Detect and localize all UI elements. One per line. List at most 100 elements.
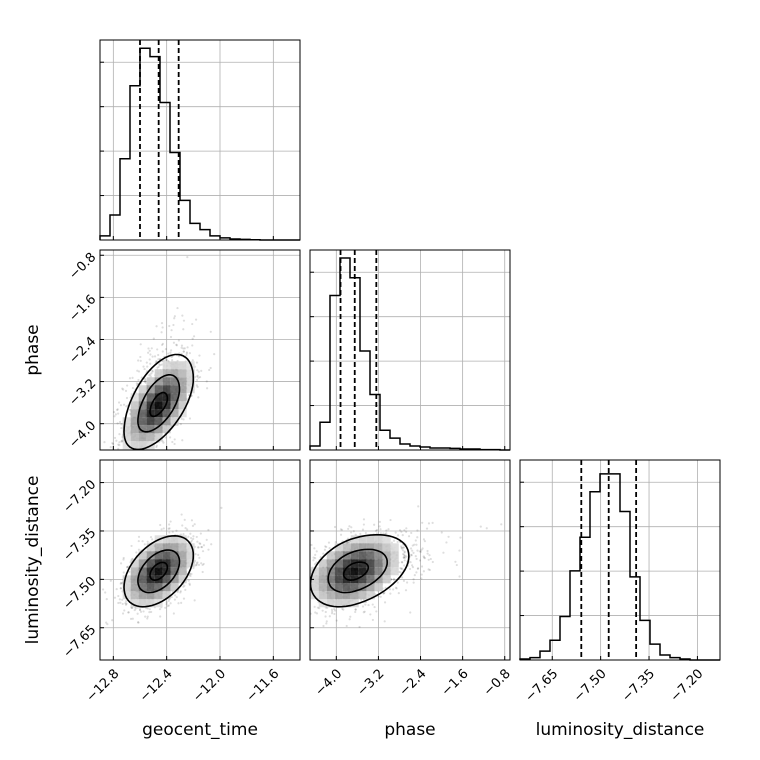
scatter-point (158, 363, 161, 366)
scatter-point (459, 536, 462, 539)
density-cell (350, 591, 359, 600)
scatter-point (197, 553, 200, 556)
scatter-point (412, 551, 415, 554)
scatter-point (189, 536, 193, 540)
density-cell (146, 433, 155, 442)
density-cell (154, 567, 163, 576)
density-cell (138, 401, 147, 410)
density-cell (334, 567, 343, 576)
scatter-point (323, 548, 327, 551)
scatter-point (402, 579, 406, 582)
scatter-point (176, 590, 179, 594)
scatter-point (198, 354, 201, 357)
scatter-point (169, 520, 172, 523)
density-cell (310, 567, 319, 576)
scatter-point (348, 618, 351, 621)
scatter-point (146, 607, 150, 610)
scatter-point (352, 530, 355, 533)
scatter-point (302, 593, 304, 595)
scatter-point (180, 417, 183, 420)
scatter-point (295, 584, 297, 586)
density-cell (154, 369, 163, 378)
scatter-point (296, 598, 298, 600)
density-cell (138, 567, 147, 576)
scatter-point (416, 549, 419, 552)
density-cell (130, 575, 139, 584)
scatter-point (159, 523, 162, 527)
scatter-point (382, 592, 385, 595)
scatter-point (170, 349, 173, 352)
density-cell (138, 583, 147, 592)
scatter-point (144, 379, 147, 382)
scatter-point (416, 536, 419, 539)
scatter-point (378, 520, 381, 523)
scatter-point (274, 617, 276, 619)
density-cell (130, 433, 139, 442)
scatter-point (348, 525, 351, 528)
scatter-point (149, 353, 152, 356)
density-cell (374, 567, 383, 576)
scatter-point (342, 608, 345, 611)
density-cell (358, 591, 367, 600)
scatter-point (153, 355, 157, 358)
scatter-point (138, 454, 140, 456)
scatter-point (415, 543, 418, 546)
scatter-point (420, 565, 424, 568)
scatter-point (152, 337, 155, 340)
scatter-point (127, 470, 129, 472)
y-tick-label: −2.4 (66, 334, 99, 367)
scatter-point (414, 539, 417, 542)
density-cell (162, 417, 171, 426)
scatter-point (371, 603, 374, 606)
scatter-point (440, 531, 443, 534)
density-cell (146, 583, 155, 592)
density-cell (186, 543, 195, 552)
scatter-point (185, 352, 188, 355)
scatter-point (287, 561, 289, 563)
density-cell (154, 433, 163, 442)
scatter-point (144, 451, 146, 453)
scatter-point (120, 423, 123, 426)
density-cell (122, 575, 131, 584)
density-cell (138, 409, 147, 418)
density-cell (130, 599, 139, 608)
scatter-point (190, 519, 194, 522)
scatter-point (428, 554, 431, 557)
scatter-point (182, 418, 185, 421)
scatter-point (407, 535, 411, 538)
scatter-point (377, 595, 380, 598)
scatter-point (196, 378, 199, 382)
x-axis-label: luminosity_distance (536, 720, 705, 740)
density-cell (382, 567, 391, 576)
density-cell (382, 551, 391, 560)
scatter-point (121, 465, 123, 467)
density-cell (326, 559, 335, 568)
density-cell (170, 385, 179, 394)
density-cell (326, 591, 335, 600)
density-cell (138, 441, 147, 450)
scatter-point (379, 532, 383, 535)
scatter-point (321, 609, 324, 612)
density-cell (342, 559, 351, 568)
scatter-point (339, 528, 343, 531)
scatter-point (367, 603, 370, 607)
scatter-point (400, 567, 403, 570)
density-cell (170, 559, 179, 568)
scatter-point (423, 557, 426, 560)
y-tick-label: −7.65 (61, 622, 100, 661)
y-tick-label: −7.35 (61, 526, 100, 565)
scatter-point (188, 417, 192, 420)
density-cell (178, 377, 187, 386)
scatter-point (196, 385, 199, 388)
density-cell (130, 425, 139, 434)
density-cell (366, 591, 375, 600)
scatter-point (172, 323, 175, 327)
scatter-point (122, 571, 125, 574)
density-cell (374, 575, 383, 584)
scatter-point (175, 343, 178, 346)
density-cell (162, 401, 171, 410)
density-cell (138, 591, 147, 600)
density-cell (366, 535, 375, 544)
density-cell (178, 385, 187, 394)
scatter-point (121, 466, 123, 468)
